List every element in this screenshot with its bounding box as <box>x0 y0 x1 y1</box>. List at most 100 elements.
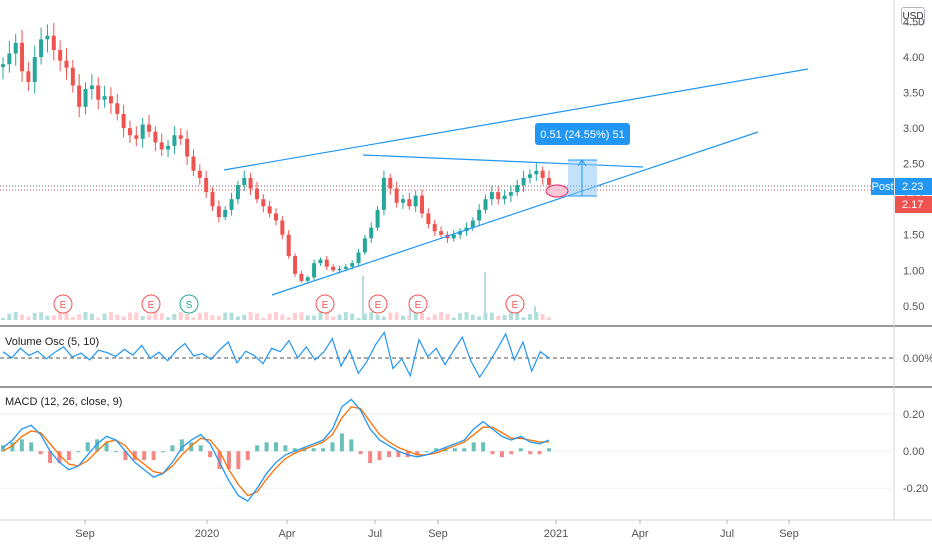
volume-bar <box>331 316 336 320</box>
macd-hist-bar <box>358 451 363 455</box>
marker-label: E <box>375 300 382 311</box>
macd-hist-bar <box>537 451 542 455</box>
price-tick-label: 2.50 <box>903 159 924 171</box>
volume-bar <box>39 312 44 320</box>
macd-hist-bar <box>452 448 457 452</box>
macd-hist-bar <box>132 451 137 461</box>
macd-tick-label: 0.20 <box>903 409 924 421</box>
last-price: 2.17 <box>902 199 923 211</box>
volume-bar <box>464 312 469 320</box>
event-markers[interactable]: E E S E E E E <box>53 294 525 314</box>
candle <box>388 173 393 195</box>
macd-hist-bar <box>142 451 147 461</box>
trendline-drawings[interactable] <box>223 68 809 296</box>
time-tick-label: Jul <box>720 528 734 540</box>
macd-hist-bar <box>292 448 297 452</box>
candle <box>210 187 215 211</box>
volume-bar <box>362 313 367 320</box>
price-pane[interactable]: 0.501.001.502.002.503.003.504.004.50 0.5… <box>0 17 932 320</box>
candle <box>147 114 152 138</box>
macd-hist-bar <box>29 442 34 452</box>
pennant-trendline[interactable] <box>362 154 644 168</box>
measure-label: 0.51 (24.55%) 51 <box>540 129 624 141</box>
candle <box>496 186 501 205</box>
price-axis: 0.501.001.502.002.503.003.504.004.50 <box>903 17 924 313</box>
volume-bar <box>426 317 431 320</box>
candle <box>83 82 88 115</box>
volume-bar <box>445 313 450 320</box>
volume-bar <box>394 312 399 320</box>
volume-bar <box>121 316 126 320</box>
macd-hist-bar <box>95 439 100 452</box>
candle <box>185 130 190 165</box>
volume-bar <box>439 312 444 320</box>
macd-hist-bar <box>19 439 24 452</box>
macd-tick-label: -0.20 <box>903 483 928 495</box>
volume-bar <box>45 315 50 320</box>
candle <box>293 253 298 277</box>
price-tick-label: 4.50 <box>903 17 924 29</box>
series-signal <box>2 406 549 497</box>
split-marker[interactable]: S <box>179 294 199 314</box>
candle <box>280 216 285 240</box>
macd-hist-bar <box>170 445 175 452</box>
volume-bar <box>400 315 405 320</box>
time-tick-label: Sep <box>428 528 448 540</box>
time-tick-label: 2021 <box>544 528 568 540</box>
volume-bar <box>13 312 18 320</box>
candle <box>394 181 399 208</box>
highlight-ellipse[interactable] <box>545 184 569 198</box>
volume-bar <box>375 314 380 320</box>
candle <box>223 206 228 221</box>
volume-bar <box>381 316 386 320</box>
macd-hist-bar <box>161 451 166 453</box>
earnings-marker[interactable]: E <box>141 294 161 314</box>
lower-trendline[interactable] <box>271 131 759 296</box>
candle <box>58 40 63 72</box>
candle <box>527 169 532 184</box>
earnings-marker[interactable]: E <box>505 294 525 314</box>
volume-bar <box>178 312 183 320</box>
volume-osc-pane[interactable]: Volume Osc (5, 10) 0.00% <box>0 330 932 379</box>
candle <box>166 140 171 158</box>
volume-bar <box>134 312 139 320</box>
macd-hist-bar <box>547 448 551 452</box>
macd-hist-bar <box>226 451 231 469</box>
price-range-measure[interactable]: 0.51 (24.55%) 51 <box>535 123 630 197</box>
macd-hist-bar <box>349 439 354 452</box>
candle <box>7 40 12 73</box>
macd-pane[interactable]: MACD (12, 26, close, 9) 0.20 0.00 -0.20 <box>0 396 928 503</box>
volume-bar <box>172 313 177 320</box>
volume-bar <box>432 314 437 320</box>
earnings-marker[interactable]: E <box>408 294 428 314</box>
time-tick-label: 2020 <box>195 528 219 540</box>
candle <box>407 193 412 210</box>
candle <box>413 190 418 213</box>
macd-hist-bar <box>151 451 156 461</box>
post-label-box <box>871 178 894 195</box>
volume-bar <box>356 317 361 320</box>
candle <box>115 93 120 121</box>
earnings-marker[interactable]: E <box>53 294 73 314</box>
upper-trendline[interactable] <box>223 68 809 171</box>
volume-bar <box>216 316 221 320</box>
volume-bar <box>369 312 374 320</box>
time-tick-label: Jul <box>368 528 382 540</box>
volume-bar <box>388 312 393 320</box>
price-tick-label: 4.00 <box>903 52 924 64</box>
earnings-marker[interactable]: E <box>315 294 335 314</box>
macd-axis: 0.20 0.00 -0.20 <box>0 409 928 495</box>
currency-button[interactable]: USD <box>901 7 925 25</box>
macd-hist-bar <box>499 451 504 458</box>
volume-bar <box>166 317 171 320</box>
volume-bar <box>32 312 37 320</box>
earnings-marker[interactable]: E <box>368 294 388 314</box>
volume-bar <box>534 306 536 320</box>
volume-bar <box>324 312 329 320</box>
candle <box>102 85 107 108</box>
post-label: Post <box>871 181 893 193</box>
macd-hist-bar <box>528 451 533 455</box>
candle <box>299 270 304 283</box>
candle <box>191 149 196 176</box>
